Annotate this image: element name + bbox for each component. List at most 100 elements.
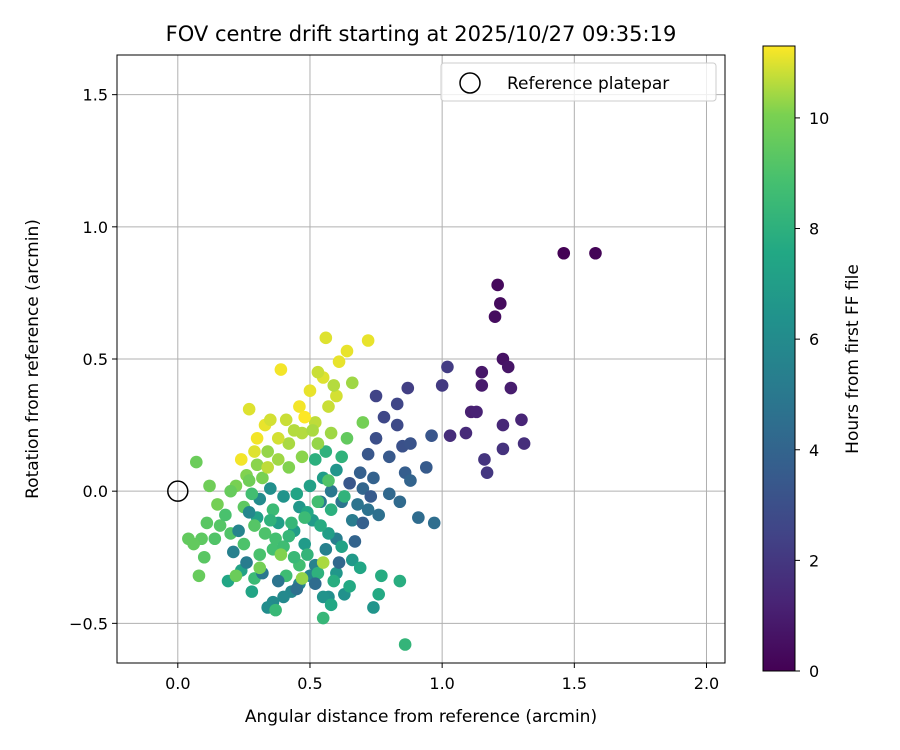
data-point — [480, 466, 494, 479]
data-point — [306, 424, 319, 437]
data-point — [517, 437, 531, 450]
data-point — [345, 513, 359, 527]
data-point — [504, 381, 518, 395]
legend-box — [440, 62, 717, 102]
data-point — [353, 466, 367, 479]
data-point — [271, 574, 285, 588]
data-point — [319, 445, 333, 458]
data-point — [282, 529, 296, 543]
data-point — [322, 474, 335, 487]
data-point — [245, 585, 259, 598]
chart-title: FOV centre drift starting at 2025/10/27 … — [166, 22, 677, 46]
data-point — [335, 450, 348, 464]
data-point — [488, 310, 502, 324]
data-point — [298, 537, 311, 551]
data-point — [308, 453, 322, 466]
data-point — [295, 450, 309, 464]
data-point — [248, 519, 261, 532]
data-point — [393, 495, 407, 509]
data-point — [287, 550, 301, 564]
data-point — [375, 569, 388, 583]
data-point — [287, 424, 301, 437]
data-point — [316, 556, 330, 569]
data-point — [219, 508, 232, 522]
data-point — [345, 553, 359, 567]
data-point — [269, 603, 282, 617]
data-point — [351, 498, 364, 511]
data-point — [301, 548, 314, 561]
data-point — [364, 490, 378, 503]
data-point — [324, 426, 338, 440]
data-point — [285, 516, 298, 530]
data-point — [393, 574, 407, 588]
data-point — [459, 426, 473, 440]
data-point — [501, 360, 515, 374]
data-point — [372, 587, 386, 601]
x-tick-label: 0.0 — [165, 674, 190, 693]
data-point — [190, 455, 203, 469]
data-point — [229, 569, 243, 583]
data-point — [404, 474, 417, 487]
data-point — [340, 432, 354, 445]
data-point — [282, 461, 296, 474]
data-point — [187, 537, 200, 551]
data-point — [245, 487, 259, 501]
data-point — [271, 432, 285, 445]
data-point — [264, 482, 277, 495]
data-point — [277, 490, 290, 503]
x-tick-label: 1.5 — [562, 674, 587, 693]
data-point — [335, 540, 348, 553]
y-axis-ticks: −0.5 0.0 0.5 1.0 1.5 — [69, 86, 117, 633]
y-tick-label: −0.5 — [69, 614, 108, 633]
data-point — [253, 561, 267, 575]
data-point — [203, 479, 216, 493]
data-point — [478, 453, 491, 466]
data-point — [266, 503, 280, 516]
data-point — [340, 344, 354, 358]
data-point — [213, 519, 227, 532]
data-point — [308, 577, 322, 590]
data-point — [443, 429, 457, 442]
data-point — [345, 376, 359, 390]
data-point — [390, 418, 404, 432]
data-point — [475, 365, 489, 379]
data-point — [427, 516, 441, 530]
data-point — [435, 379, 449, 392]
data-point — [277, 590, 290, 604]
data-point — [322, 400, 335, 413]
data-point — [330, 389, 343, 403]
data-point — [242, 506, 256, 519]
data-point — [348, 535, 362, 548]
data-point — [382, 450, 396, 464]
data-point — [441, 360, 454, 374]
data-point — [293, 400, 306, 413]
data-point — [515, 413, 528, 427]
y-axis-label: Rotation from reference (arcmin) — [23, 219, 43, 499]
data-point — [494, 297, 507, 310]
data-point — [258, 527, 272, 540]
data-point — [330, 463, 343, 477]
data-point — [290, 487, 304, 501]
data-point — [264, 413, 277, 427]
data-point — [372, 508, 386, 522]
data-point — [242, 402, 256, 416]
data-point — [419, 461, 433, 474]
data-point — [240, 556, 253, 569]
legend-reference-marker — [459, 72, 481, 94]
data-point — [224, 484, 237, 498]
data-point — [324, 484, 338, 498]
data-point — [303, 384, 317, 398]
data-point — [356, 416, 370, 429]
data-point — [269, 532, 282, 546]
colorbar-tick-label: 0 — [809, 662, 819, 681]
data-point — [332, 355, 346, 368]
data-point — [264, 513, 277, 527]
colorbar-tick-label: 6 — [809, 330, 819, 349]
data-point — [361, 334, 375, 347]
data-point — [338, 490, 351, 503]
data-point — [261, 461, 274, 474]
data-point — [253, 548, 267, 561]
data-point — [343, 476, 356, 490]
data-point — [261, 445, 274, 458]
